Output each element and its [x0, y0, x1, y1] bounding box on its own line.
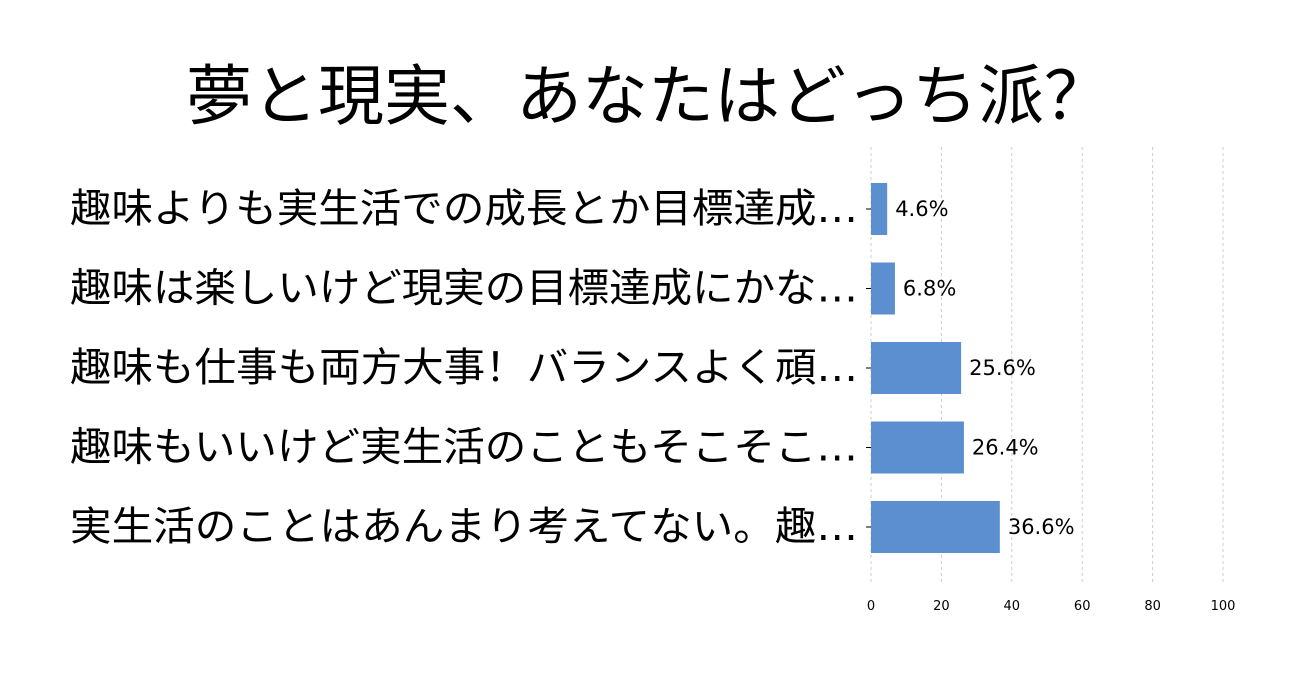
category-label: 趣味は楽しいけど現実の目標達成にかな… — [70, 266, 858, 312]
x-tick-label: 100 — [1211, 599, 1236, 614]
category-label: 趣味も仕事も両方大事！バランスよく頑… — [70, 345, 858, 391]
x-tick-label: 40 — [1004, 599, 1021, 614]
bars — [871, 183, 1000, 553]
bar — [871, 342, 962, 394]
category-label: 趣味もいいけど実生活のこともそこそこ… — [70, 425, 858, 471]
x-tick-label: 60 — [1074, 599, 1091, 614]
category-labels: 趣味よりも実生活での成長とか目標達成… 趣味は楽しいけど現実の目標達成にかな… 趣味… — [70, 186, 858, 550]
chart-title: 夢と現実、あなたはどっち派？ — [186, 58, 1110, 135]
x-tick-label: 80 — [1144, 599, 1161, 614]
data-label: 4.6% — [895, 197, 948, 221]
category-label: 趣味よりも実生活での成長とか目標達成… — [70, 186, 858, 232]
x-axis-ticks: 0 20 40 60 80 100 — [866, 208, 1236, 614]
category-label: 実生活のことはあんまり考えてない。趣… — [70, 504, 858, 550]
data-label: 26.4% — [972, 436, 1039, 460]
data-label: 6.8% — [903, 277, 956, 301]
bar — [871, 421, 964, 474]
bar — [871, 183, 888, 235]
data-label: 25.6% — [969, 356, 1036, 380]
value-labels: 4.6% 6.8% 25.6% 26.4% 36.6% — [895, 197, 1074, 539]
x-tick-label: 0 — [867, 599, 875, 614]
bar — [871, 501, 1000, 553]
data-label: 36.6% — [1008, 515, 1075, 539]
x-tick-label: 20 — [933, 599, 950, 614]
bar — [871, 262, 895, 315]
